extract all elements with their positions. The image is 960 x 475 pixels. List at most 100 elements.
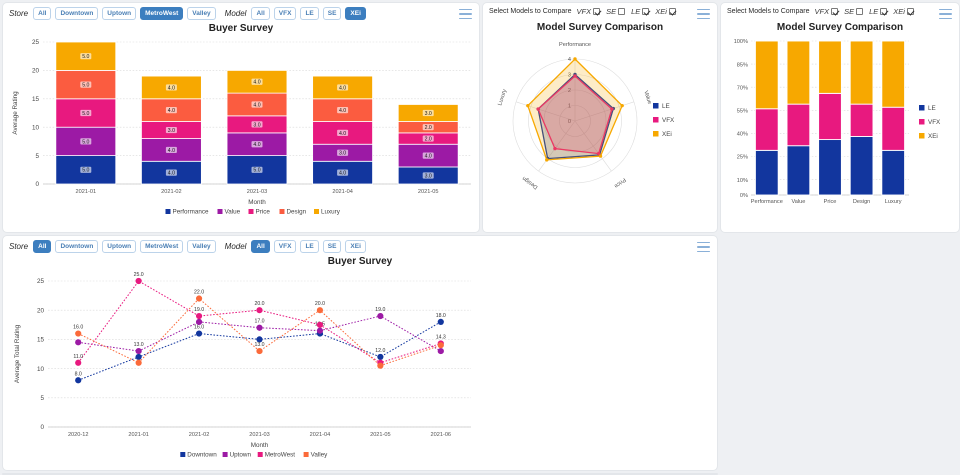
svg-text:Month: Month	[251, 442, 269, 449]
svg-text:20.0: 20.0	[315, 301, 325, 307]
svg-text:Price: Price	[613, 176, 627, 188]
svg-text:Downtown: Downtown	[187, 452, 217, 459]
radar-checkbox-le-label: LE	[631, 7, 641, 16]
filter-bar-radar: Select Models to Compare VFX SE LE XEi	[483, 3, 717, 19]
store-pill-downtown[interactable]: Downtown	[55, 240, 99, 253]
svg-text:Price: Price	[824, 199, 837, 205]
model-pill-le[interactable]: LE	[300, 7, 319, 20]
pct-checkbox-se[interactable]: SE	[844, 7, 864, 16]
svg-text:Price: Price	[256, 209, 271, 216]
store-pill-metrowest[interactable]: MetroWest	[140, 240, 184, 253]
checkbox-icon	[880, 8, 888, 15]
svg-text:3.0: 3.0	[339, 151, 346, 157]
filter-bar-percent-stacked: Select Models to Compare VFX SE LE XEi	[721, 3, 959, 19]
chart-stacked-bar: 0 5 10 15 20 25 5.0 5.0 5.0 5.0 5.0 2021-01 4.0 4.0 3.…	[12, 39, 471, 216]
svg-text:1: 1	[568, 104, 571, 110]
svg-text:0: 0	[568, 119, 571, 125]
radar-checkbox-xei[interactable]: XEi	[655, 7, 676, 16]
chart-percent-stacked: 0% 10% 25% 40% 55% 70% 85% 100% Performance Value…	[734, 39, 941, 205]
svg-text:85%: 85%	[737, 62, 748, 68]
svg-text:2020-12: 2020-12	[68, 432, 89, 438]
pct-checkbox-se-label: SE	[844, 7, 855, 16]
svg-text:Design: Design	[287, 209, 307, 216]
svg-text:4.0: 4.0	[253, 80, 260, 86]
svg-text:10: 10	[32, 124, 40, 131]
svg-text:5.0: 5.0	[82, 168, 89, 174]
svg-text:Month: Month	[248, 199, 266, 206]
svg-text:4.0: 4.0	[168, 85, 175, 91]
model-pill-vfx[interactable]: VFX	[273, 240, 297, 253]
store-pill-metrowest[interactable]: MetroWest	[140, 7, 184, 20]
store-pill-downtown[interactable]: Downtown	[55, 7, 99, 20]
svg-text:0%: 0%	[740, 193, 748, 199]
svg-text:4.0: 4.0	[339, 85, 346, 91]
chart-title-line: Buyer Survey	[327, 256, 393, 267]
hamburger-menu-icon[interactable]	[459, 9, 472, 19]
radar-checkbox-xei-label: XEi	[655, 7, 667, 16]
svg-text:3.0: 3.0	[168, 128, 175, 134]
svg-text:25: 25	[37, 278, 45, 285]
model-pill-se[interactable]: SE	[322, 240, 342, 253]
svg-text:LE: LE	[662, 103, 670, 110]
svg-text:22.0: 22.0	[194, 290, 204, 296]
panel-percent-stacked: Select Models to Compare VFX SE LE XEi M…	[720, 2, 960, 233]
svg-text:Luxury: Luxury	[885, 199, 902, 205]
model-pill-vfx[interactable]: VFX	[273, 7, 297, 20]
svg-text:2021-06: 2021-06	[431, 432, 452, 438]
model-pill-xei[interactable]: XEi	[345, 240, 366, 253]
filter-bar-stacked-bar: Store All Downtown Uptown MetroWest Vall…	[3, 3, 479, 22]
svg-text:3.0: 3.0	[253, 122, 260, 128]
store-pill-all[interactable]: All	[33, 240, 52, 253]
radar-checkbox-vfx[interactable]: VFX	[576, 7, 601, 16]
pct-checkbox-xei[interactable]: XEi	[893, 7, 914, 16]
svg-text:18.0: 18.0	[436, 313, 446, 319]
svg-text:0: 0	[40, 424, 44, 431]
store-pill-valley[interactable]: Valley	[187, 7, 216, 20]
radar-filter-title: Select Models to Compare	[489, 8, 572, 15]
svg-text:Luxury: Luxury	[497, 88, 508, 106]
svg-text:25.0: 25.0	[134, 272, 144, 278]
pct-checkbox-vfx[interactable]: VFX	[814, 7, 839, 16]
svg-text:2021-05: 2021-05	[418, 189, 439, 195]
svg-text:2.0: 2.0	[425, 125, 432, 131]
store-pill-uptown[interactable]: Uptown	[102, 7, 137, 20]
store-pill-valley[interactable]: Valley	[187, 240, 216, 253]
svg-text:XEi: XEi	[662, 131, 672, 138]
svg-text:4.0: 4.0	[253, 102, 260, 108]
chart-title-percent-stacked: Model Survey Comparison	[776, 22, 904, 33]
svg-text:16.0: 16.0	[73, 325, 83, 331]
chart-line: 0 5 10 15 20 25 2020-12 2021-01 2021-02 2021-03 20…	[14, 272, 471, 459]
svg-text:VFX: VFX	[662, 117, 675, 124]
svg-text:5: 5	[35, 153, 39, 160]
model-pill-se[interactable]: SE	[322, 7, 342, 20]
hamburger-menu-icon[interactable]	[697, 9, 710, 19]
pct-checkbox-le[interactable]: LE	[869, 7, 888, 16]
model-pill-xei[interactable]: XEi	[345, 7, 366, 20]
svg-text:Uptown: Uptown	[230, 452, 252, 459]
svg-text:10: 10	[37, 366, 45, 373]
hamburger-menu-icon[interactable]	[939, 9, 952, 19]
svg-text:4.0: 4.0	[339, 171, 346, 177]
hamburger-menu-icon[interactable]	[697, 242, 710, 252]
model-pill-le[interactable]: LE	[300, 240, 319, 253]
svg-text:Performance: Performance	[559, 42, 591, 48]
svg-text:3.0: 3.0	[425, 111, 432, 117]
chart-title-radar: Model Survey Comparison	[536, 22, 664, 33]
svg-text:MetroWest: MetroWest	[265, 452, 296, 459]
checkbox-icon	[668, 8, 676, 15]
svg-text:19.0: 19.0	[194, 307, 204, 313]
svg-text:17.0: 17.0	[254, 319, 264, 325]
radar-checkbox-se[interactable]: SE	[606, 7, 626, 16]
model-pill-all[interactable]: All	[251, 7, 270, 20]
radar-checkbox-le[interactable]: LE	[631, 7, 650, 16]
svg-text:20: 20	[32, 68, 40, 75]
store-pill-all[interactable]: All	[33, 7, 52, 20]
svg-text:0: 0	[35, 181, 39, 188]
checkbox-icon	[593, 8, 601, 15]
svg-text:4.0: 4.0	[253, 142, 260, 148]
store-pill-uptown[interactable]: Uptown	[102, 240, 137, 253]
svg-text:2021-02: 2021-02	[189, 432, 210, 438]
model-pill-all[interactable]: All	[251, 240, 270, 253]
svg-text:2021-03: 2021-03	[247, 189, 268, 195]
svg-text:Value: Value	[225, 209, 241, 216]
